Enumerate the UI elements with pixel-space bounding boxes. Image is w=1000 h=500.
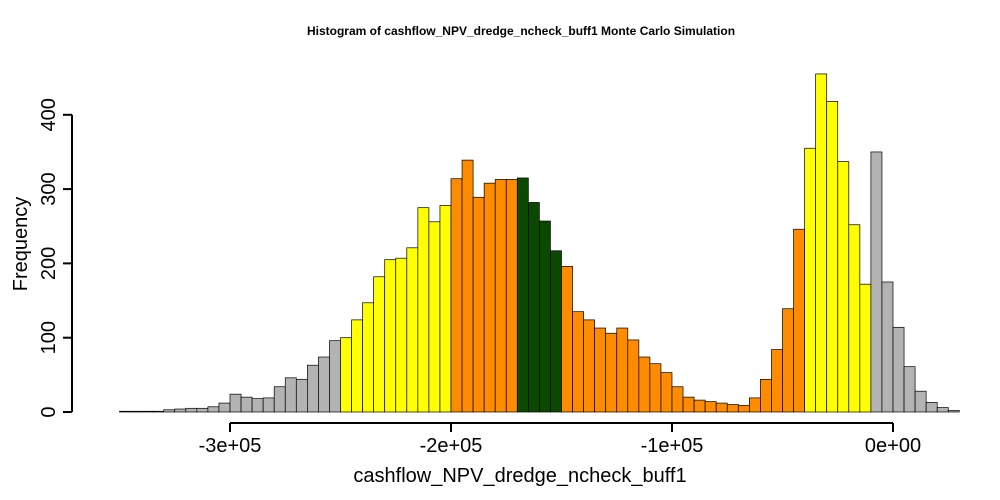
histogram-bar	[395, 257, 408, 413]
histogram-bar	[903, 366, 916, 413]
histogram-bar	[914, 390, 927, 413]
histogram-bar	[771, 349, 783, 413]
histogram-bar	[185, 407, 198, 413]
y-axis-label: Frequency	[10, 197, 32, 292]
y-tick-label: 400	[38, 98, 60, 131]
histogram-bar	[516, 177, 529, 413]
histogram-bar	[815, 73, 828, 413]
histogram-bar	[384, 259, 397, 413]
x-tick-label: -2e+05	[420, 435, 483, 457]
histogram-bar	[881, 281, 894, 413]
histogram-bar	[627, 339, 640, 413]
histogram-bar	[240, 396, 253, 413]
histogram-bar	[693, 399, 706, 413]
histogram-bar	[925, 401, 938, 413]
histogram-bar	[119, 410, 131, 413]
histogram-bar	[527, 202, 540, 413]
histogram-bar	[837, 161, 850, 413]
histogram-bar	[936, 407, 949, 413]
histogram-bar	[638, 356, 651, 413]
histogram-bar	[152, 410, 165, 413]
histogram-bar	[439, 205, 452, 413]
histogram-bar	[141, 410, 154, 413]
histogram-bar	[174, 408, 187, 413]
histogram-bar	[605, 332, 618, 413]
x-tick-label: -3e+05	[199, 435, 262, 457]
histogram-bar	[461, 159, 474, 413]
histogram-bar	[196, 407, 209, 413]
histogram-bar	[550, 250, 562, 413]
x-tick-label: -1e+05	[641, 435, 704, 457]
chart-title: Histogram of cashflow_NPV_dredge_ncheck_…	[307, 24, 735, 38]
histogram-bar	[472, 196, 485, 413]
histogram-bar	[671, 386, 684, 413]
histogram-bar	[373, 276, 386, 413]
histogram-bar	[870, 151, 883, 413]
histogram-bar	[804, 147, 816, 413]
histogram-bar	[340, 337, 352, 413]
y-tick-label: 100	[38, 321, 60, 354]
histogram-bar	[539, 220, 551, 413]
histogram-bar	[682, 396, 695, 413]
histogram-bar	[583, 319, 595, 413]
histogram-bar	[561, 266, 573, 413]
histogram-bar	[782, 308, 794, 413]
y-tick-label: 200	[38, 247, 60, 280]
histogram-bar	[483, 182, 496, 413]
histogram-bar	[947, 410, 960, 413]
histogram-bar	[318, 356, 330, 413]
histogram-bar	[307, 364, 319, 413]
histogram-bar	[594, 327, 607, 413]
histogram-bar	[218, 402, 231, 413]
histogram-bar	[848, 224, 861, 413]
histogram-bar	[704, 401, 717, 413]
histogram-bar	[826, 101, 839, 413]
histogram-bar	[229, 393, 242, 413]
histogram-bar	[207, 406, 220, 413]
x-tick-label: 0e+00	[865, 435, 921, 457]
histogram-bar	[505, 179, 518, 413]
histogram-bar	[329, 340, 341, 413]
histogram-bar	[428, 221, 441, 413]
histogram-bar	[262, 397, 275, 413]
histogram-bar	[295, 378, 308, 413]
histogram-bar	[417, 207, 430, 413]
histogram-bar	[737, 404, 750, 413]
histogram-bar	[572, 311, 584, 413]
histogram-bars	[119, 73, 960, 413]
histogram-bar	[892, 326, 905, 413]
x-axis: -3e+05 -2e+05 -1e+05 0e+00	[199, 422, 921, 457]
histogram-bar	[616, 327, 629, 413]
histogram-bar	[251, 398, 264, 413]
histogram-bar	[726, 404, 739, 413]
histogram-bar	[715, 402, 728, 413]
histogram-bar	[163, 409, 176, 413]
histogram-bar	[130, 410, 142, 413]
histogram-bar	[748, 397, 761, 413]
y-tick-label: 300	[38, 172, 60, 205]
histogram-bar	[284, 377, 297, 413]
histogram-bar	[859, 283, 872, 413]
histogram-bar	[406, 247, 419, 413]
histogram-bar	[649, 363, 662, 413]
histogram-bar	[660, 372, 673, 413]
y-axis: 0 100 200 300 400	[38, 98, 73, 418]
x-axis-label: cashflow_NPV_dredge_ncheck_buff1	[353, 465, 686, 487]
y-tick-label: 0	[38, 406, 60, 417]
histogram-bar	[273, 386, 286, 413]
histogram-bar	[450, 178, 463, 413]
histogram-bar	[362, 302, 375, 413]
histogram-bar	[760, 378, 772, 413]
histogram-bar	[793, 228, 805, 413]
histogram-bar	[351, 319, 363, 413]
histogram-bar	[494, 179, 507, 413]
